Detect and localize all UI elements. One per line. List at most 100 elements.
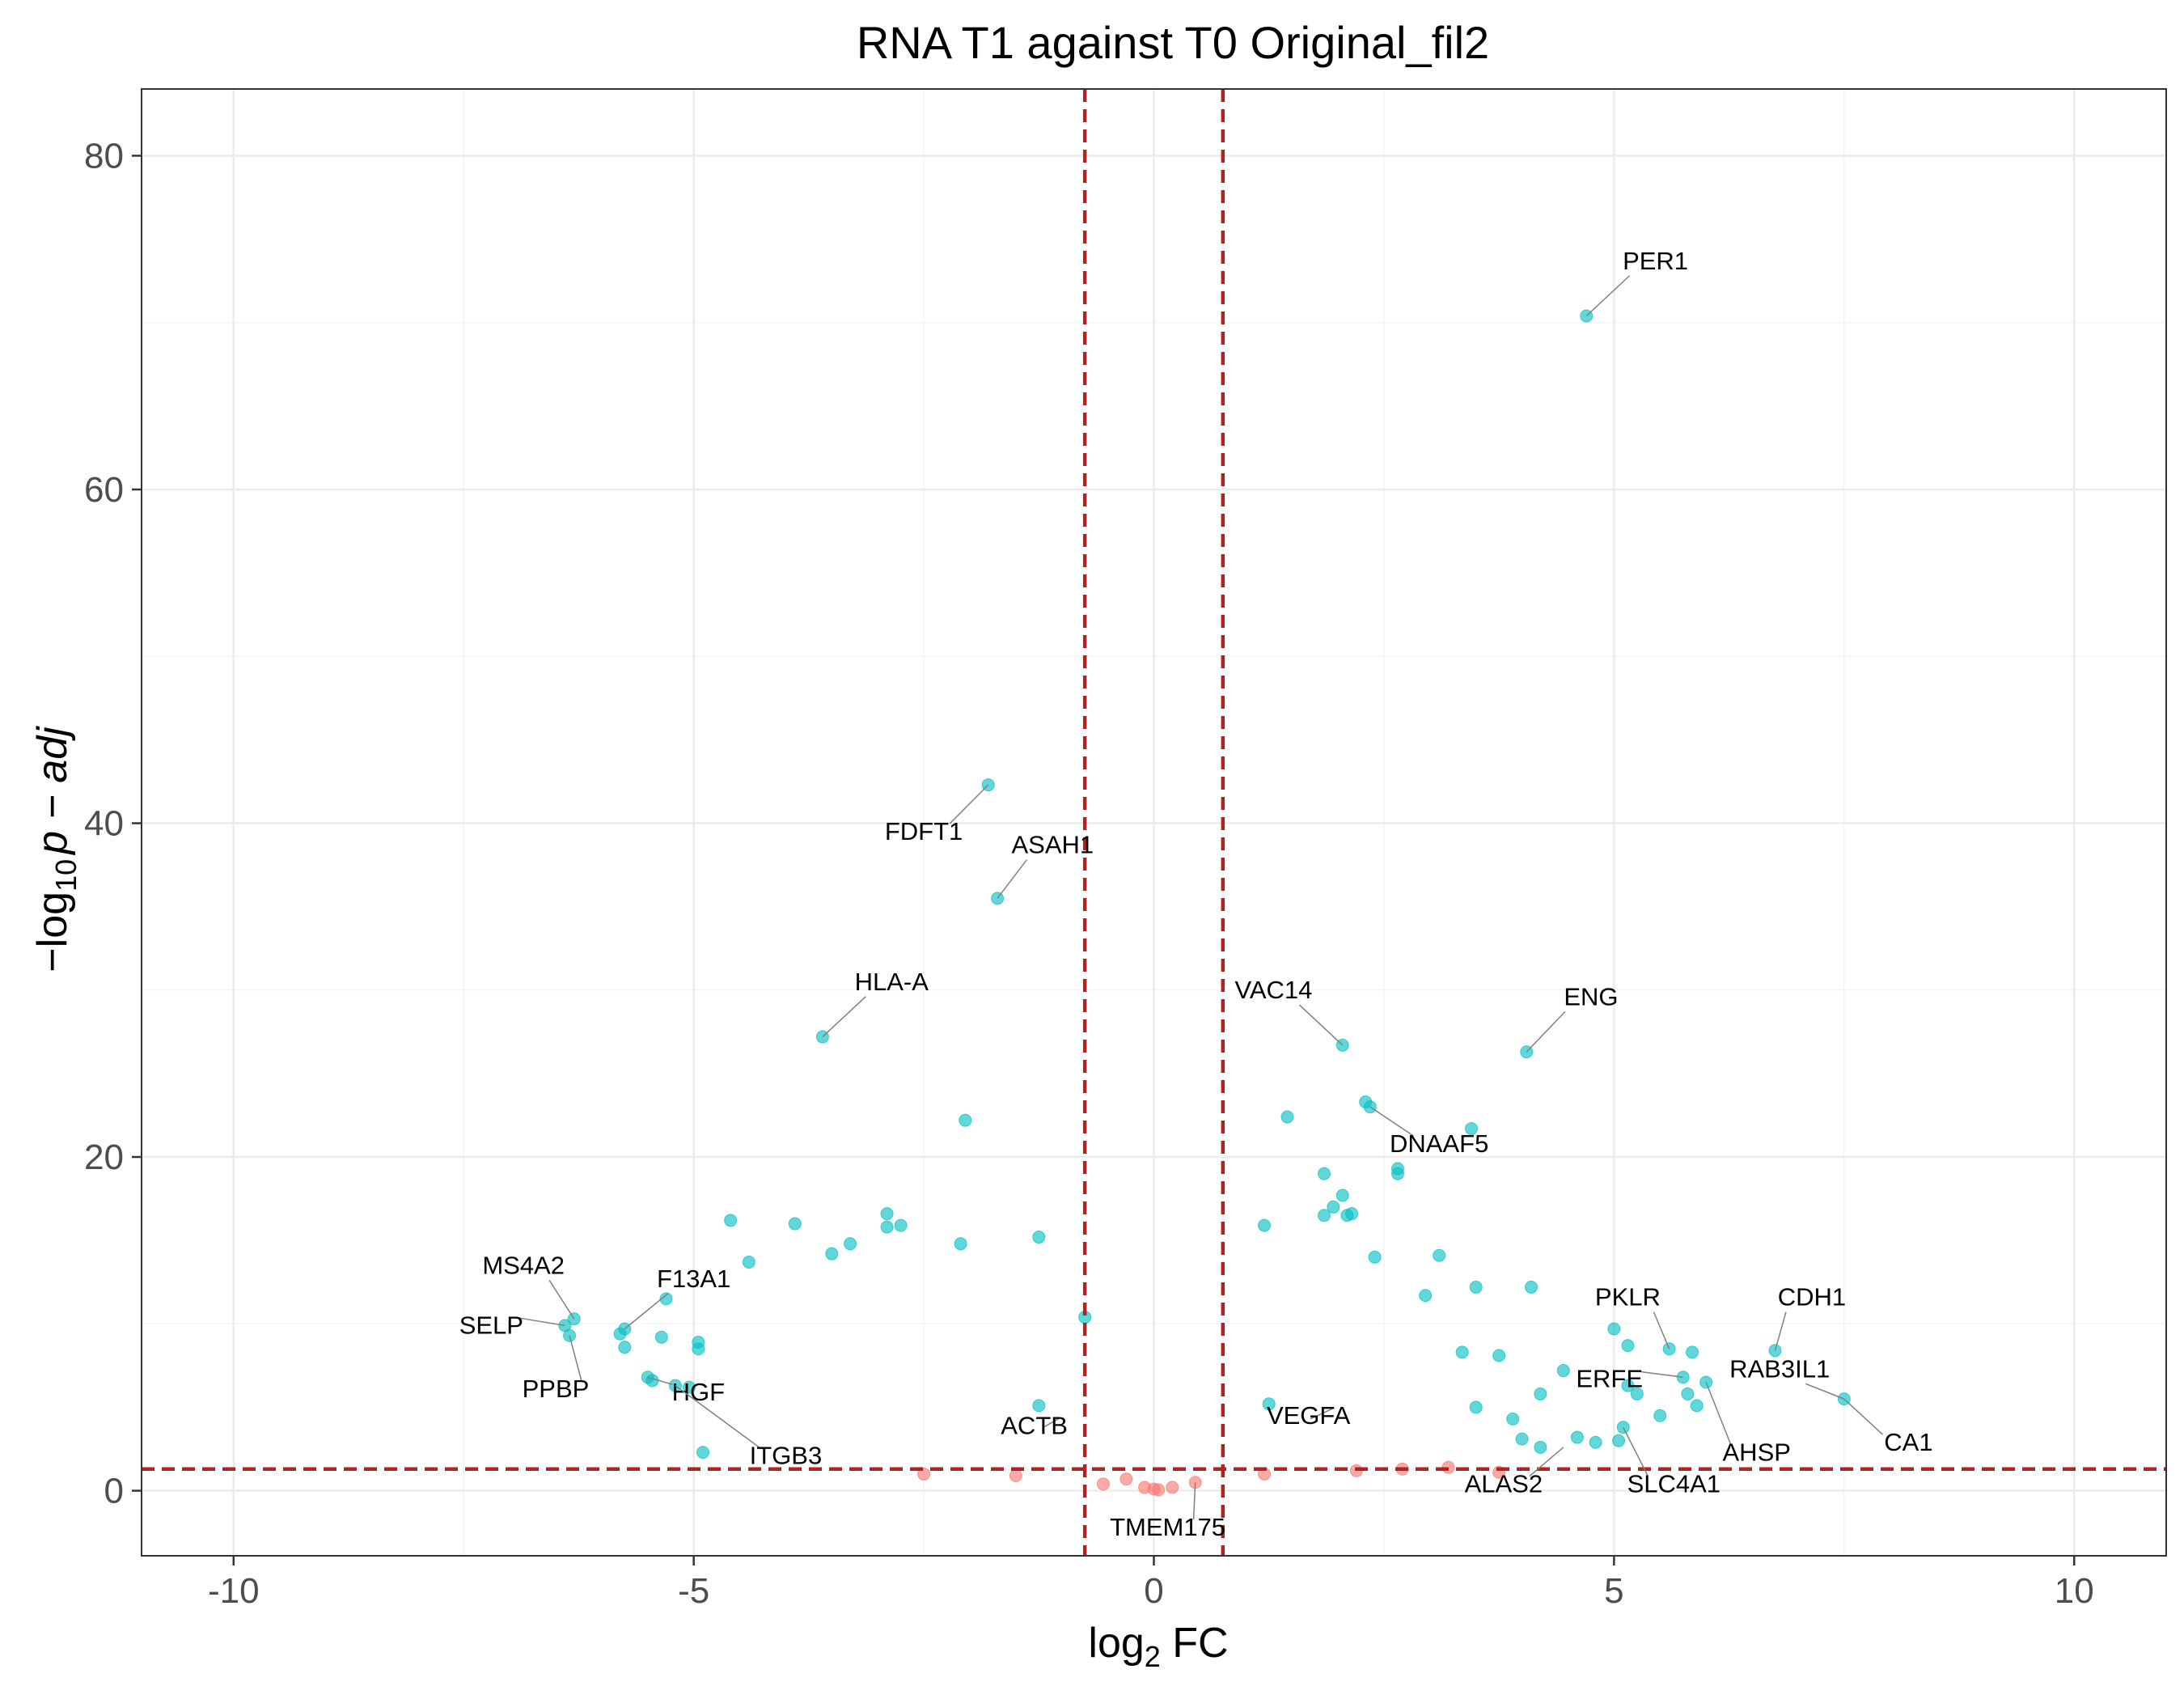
gene-label: VEGFA	[1267, 1401, 1351, 1430]
nonsignificant-point	[1096, 1477, 1110, 1491]
nonsignificant-point	[1152, 1483, 1166, 1497]
significant-point	[1433, 1248, 1446, 1262]
nonsignificant-point	[1120, 1472, 1133, 1486]
significant-point	[1032, 1399, 1046, 1413]
significant-point	[1589, 1435, 1602, 1449]
gene-label-leader	[1192, 1482, 1196, 1520]
significant-point	[1630, 1387, 1644, 1400]
significant-point	[659, 1292, 673, 1306]
significant-point	[788, 1217, 802, 1231]
gene-label: ACTB	[1001, 1411, 1068, 1439]
x-axis-title-rest: FC	[1161, 1620, 1229, 1667]
nonsignificant-point	[1138, 1481, 1152, 1494]
significant-point	[696, 1446, 710, 1460]
gene-label: DNAAF5	[1390, 1129, 1488, 1158]
gene-label: PER1	[1623, 247, 1688, 275]
gene-label: FDFT1	[885, 817, 963, 845]
significant-point	[618, 1341, 632, 1354]
gene-label-leader	[1585, 275, 1631, 317]
gene-label: SLC4A1	[1627, 1470, 1721, 1498]
gene-label: ERFE	[1576, 1365, 1643, 1393]
significant-point	[1607, 1322, 1621, 1336]
gene-label: HGF	[672, 1378, 725, 1406]
nonsignificant-point	[1166, 1481, 1179, 1494]
x-tick-label: -5	[678, 1571, 709, 1611]
axis-ticks: -10 -5 0 5 10 0 20 40 60 80	[84, 137, 2094, 1611]
significant-point	[613, 1327, 627, 1341]
significant-point	[1515, 1432, 1529, 1446]
gene-label-leader	[647, 1376, 673, 1385]
y-axis-title-minus: −	[29, 947, 76, 972]
gene-label-leader	[624, 1293, 669, 1330]
panel-border	[141, 88, 2167, 1557]
significant-point	[1556, 1364, 1570, 1378]
significant-point	[894, 1218, 908, 1232]
gene-label-leader	[1705, 1382, 1732, 1445]
significant-point	[1534, 1440, 1547, 1454]
y-axis-title: −log10p − adj	[29, 726, 83, 972]
significant-point	[880, 1207, 894, 1221]
gene-label: RAB3IL1	[1729, 1354, 1830, 1383]
y-tick-label: 80	[84, 137, 124, 176]
significant-point	[1469, 1280, 1483, 1294]
significant-point	[1612, 1434, 1626, 1447]
significant-point	[1492, 1349, 1506, 1362]
x-tick-label: 10	[2055, 1571, 2094, 1611]
gene-label: ASAH1	[1012, 831, 1094, 859]
significant-point	[1686, 1345, 1699, 1359]
x-tick-label: -10	[208, 1571, 260, 1611]
significant-point	[1340, 1209, 1354, 1222]
x-tick-label: 0	[1144, 1571, 1163, 1611]
gene-label-leader	[1310, 1407, 1335, 1420]
significant-point	[645, 1374, 659, 1388]
significant-point	[1469, 1400, 1483, 1414]
significant-point	[959, 1113, 972, 1127]
x-axis-title-subscript: 2	[1145, 1640, 1161, 1673]
significant-point	[1534, 1387, 1547, 1400]
gene-label-leader	[517, 1316, 565, 1327]
significant-point	[742, 1255, 756, 1269]
gene-label: F13A1	[657, 1265, 730, 1293]
significant-point	[1690, 1399, 1704, 1413]
significant-point	[880, 1220, 894, 1234]
significant-point	[1262, 1397, 1276, 1411]
significant-point	[1032, 1231, 1046, 1244]
y-axis-title-italic: p − adj	[29, 726, 76, 856]
threshold-lines	[142, 89, 2166, 1556]
gene-label: PKLR	[1595, 1283, 1661, 1311]
significant-point	[682, 1380, 696, 1394]
gene-label-leader	[1529, 1447, 1564, 1477]
gene-label: CA1	[1884, 1428, 1932, 1456]
nonsignificant-point	[917, 1467, 931, 1481]
significant-point	[1280, 1110, 1294, 1124]
significant-point	[1317, 1209, 1331, 1222]
y-tick-label: 60	[84, 470, 124, 510]
gene-label: ENG	[1564, 982, 1618, 1011]
gene-label-leader	[548, 1280, 575, 1320]
gene-label: ITGB3	[750, 1442, 823, 1470]
gene-label-leader	[1653, 1311, 1670, 1349]
gene-label-leader	[1805, 1383, 1845, 1400]
y-tick-label: 20	[84, 1138, 124, 1177]
gene-label-leader	[1043, 1417, 1060, 1428]
y-axis-title-subscript: 10	[49, 859, 83, 892]
y-tick-label: 40	[84, 804, 124, 844]
gene-label-leader	[675, 1385, 760, 1449]
significant-point	[654, 1330, 668, 1344]
y-tick-label: 0	[104, 1472, 124, 1511]
significant-point	[1455, 1345, 1469, 1359]
gene-label: AHSP	[1723, 1438, 1791, 1466]
significant-point	[1419, 1289, 1433, 1303]
nonsignificant-point	[1009, 1468, 1022, 1482]
significant-point	[844, 1237, 857, 1251]
gene-label: TMEM175	[1110, 1513, 1225, 1541]
gene-label: MS4A2	[482, 1251, 565, 1279]
significant-point	[1327, 1200, 1340, 1214]
significant-point	[1317, 1167, 1331, 1180]
significant-point	[1368, 1250, 1382, 1264]
gene-label: PPBP	[523, 1375, 590, 1403]
gene-label-leader	[949, 784, 989, 824]
significant-point	[1465, 1121, 1479, 1135]
